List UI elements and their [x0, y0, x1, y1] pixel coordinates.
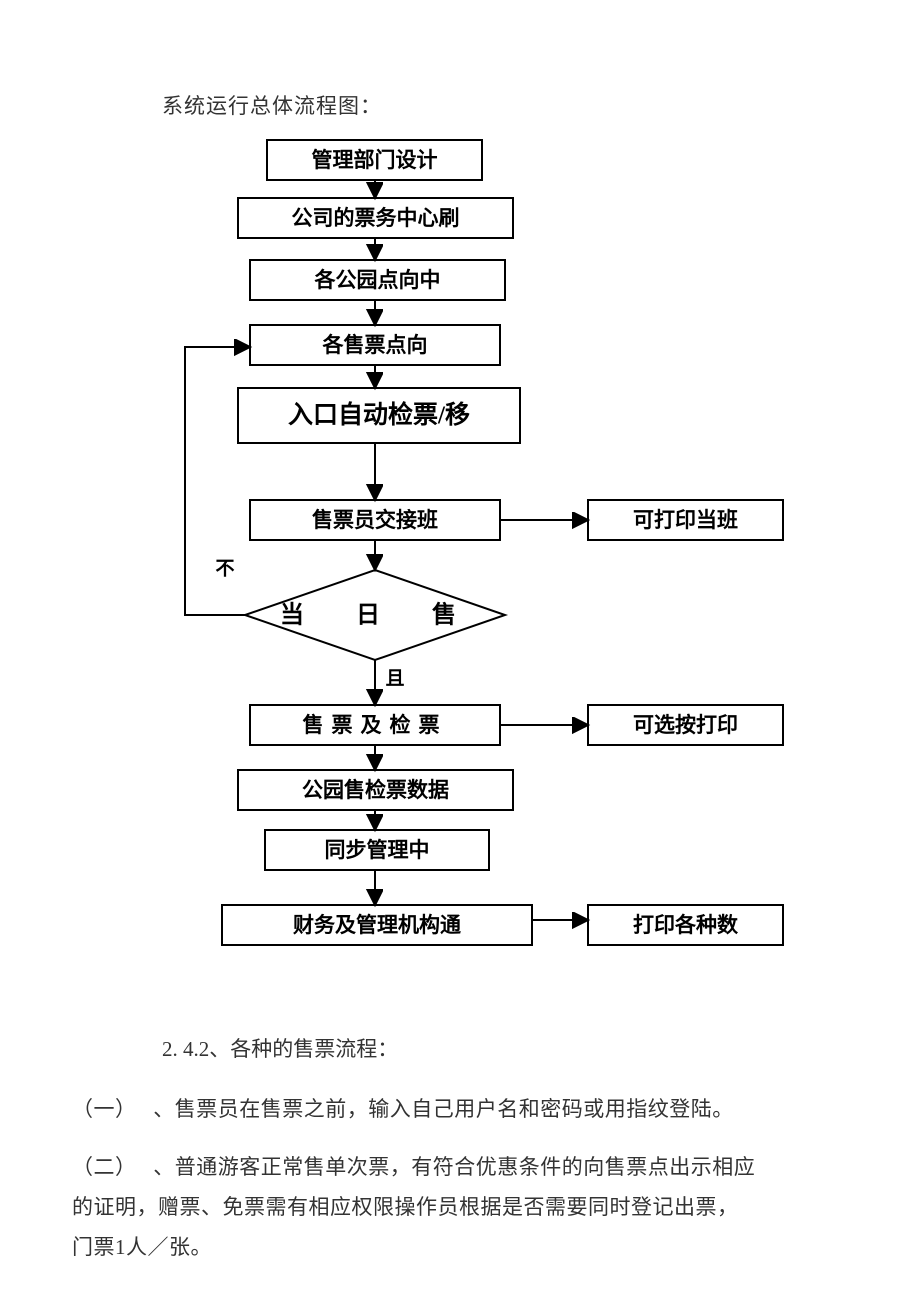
flow-label-n10: 公园售检票数据	[302, 778, 449, 802]
flow-label-n6: 售票员交接班	[312, 508, 438, 532]
flow-label-n5: 入口自动检票/移	[288, 400, 470, 429]
flow-label-n4: 各售票点向	[322, 333, 428, 357]
flow-edge-label: 且	[385, 668, 404, 689]
flow-label-n9: 可选按打印	[633, 713, 738, 737]
section-title: 2. 4.2、各种的售票流程：	[162, 1033, 398, 1063]
flowchart-svg: 管理部门设计公司的票务中心刷各公园点向中各售票点向入口自动检票/移售票员交接班可…	[180, 135, 820, 975]
flow-label-n3: 各公园点向中	[314, 268, 441, 292]
flow-label-n2: 公司的票务中心刷	[292, 206, 460, 230]
page-title: 系统运行总体流程图：	[162, 90, 382, 120]
flow-label-n11: 同步管理中	[325, 838, 430, 862]
paragraph: 的证明，赠票、免票需有相应权限操作员根据是否需要同时登记出票，	[72, 1188, 739, 1228]
flow-edge-label: 不	[215, 558, 234, 579]
paragraph: 门票1人／张。	[72, 1228, 212, 1268]
flow-label-n13: 打印各种数	[633, 913, 739, 937]
paragraph: （一） 、售票员在售票之前，输入自己用户名和密码或用指纹登陆。	[72, 1090, 734, 1130]
flow-label-d1: 当 日 售	[280, 601, 470, 629]
flow-label-n1: 管理部门设计	[312, 148, 438, 172]
flow-label-n7: 可打印当班	[633, 508, 738, 532]
flow-label-n8: 售票及检票	[303, 713, 448, 737]
paragraph: （二） 、普通游客正常售单次票，有符合优惠条件的向售票点出示相应	[72, 1148, 755, 1188]
flow-label-n12: 财务及管理机构通	[293, 913, 461, 937]
flowchart-container: 管理部门设计公司的票务中心刷各公园点向中各售票点向入口自动检票/移售票员交接班可…	[180, 135, 820, 975]
